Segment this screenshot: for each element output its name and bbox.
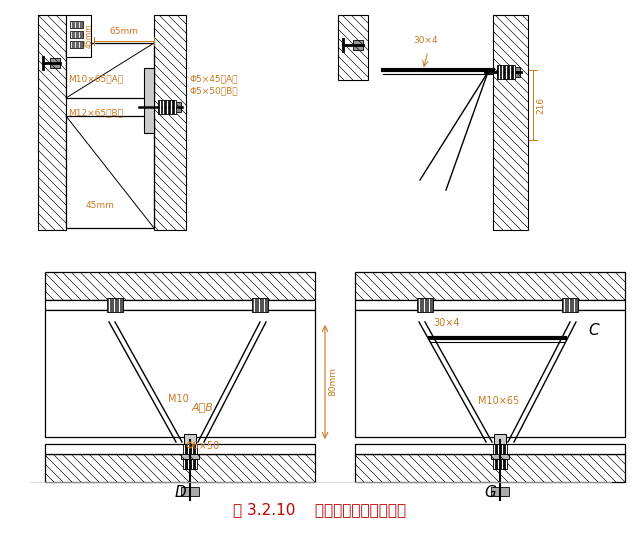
Bar [66,116,154,228]
Text: 45mm: 45mm [86,201,115,210]
Bar [176,102,181,112]
Bar [66,43,154,98]
Bar [158,100,176,114]
Bar [338,15,368,80]
Text: 65mm: 65mm [110,27,138,36]
Bar [355,310,625,437]
Bar [497,65,515,79]
Bar [45,300,315,310]
Bar [417,298,433,312]
Bar [494,434,506,444]
Bar [181,487,199,496]
Bar [183,459,197,469]
Bar [491,487,509,496]
Bar [493,444,507,454]
Bar [154,15,186,230]
Bar [355,272,625,300]
Text: D: D [174,485,186,500]
Bar [45,454,315,482]
Bar [491,454,509,459]
Text: 30×4: 30×4 [413,36,438,45]
Text: 45mm: 45mm [85,24,94,48]
Bar [353,40,363,50]
Text: 30×4: 30×4 [433,318,460,328]
Bar [355,300,625,310]
Text: M10×65: M10×65 [478,396,519,406]
Bar [355,454,625,482]
Bar [70,41,83,48]
Bar [515,67,520,77]
Bar [70,21,83,28]
Text: G: G [484,485,496,500]
Text: Φ6×50: Φ6×50 [185,441,219,451]
Text: M10: M10 [168,394,188,404]
Bar [562,298,578,312]
Text: M10×65（A）: M10×65（A） [68,74,123,83]
Bar [144,68,154,133]
Bar [50,58,60,68]
Bar [252,298,268,312]
Bar [45,444,315,454]
Text: Φ5×45（A）: Φ5×45（A） [189,74,238,83]
Text: 80mm: 80mm [328,367,337,397]
Bar [493,459,507,469]
Bar [355,444,625,454]
Text: M12×65（B）: M12×65（B） [68,108,123,117]
Bar [38,15,66,230]
Bar [181,454,199,459]
Bar [184,434,196,444]
Text: 图 3.2.10    门套干挂理石连接示意: 图 3.2.10 门套干挂理石连接示意 [233,502,406,518]
Text: A、B: A、B [192,402,214,412]
Bar [66,15,91,57]
Text: C: C [588,323,599,338]
Text: Φ5×50（B）: Φ5×50（B） [189,86,238,95]
Bar [45,272,315,300]
Bar [493,15,528,230]
Bar [183,444,197,454]
Bar [45,310,315,437]
Text: 216: 216 [536,96,545,114]
Bar [70,31,83,38]
Bar [107,298,123,312]
